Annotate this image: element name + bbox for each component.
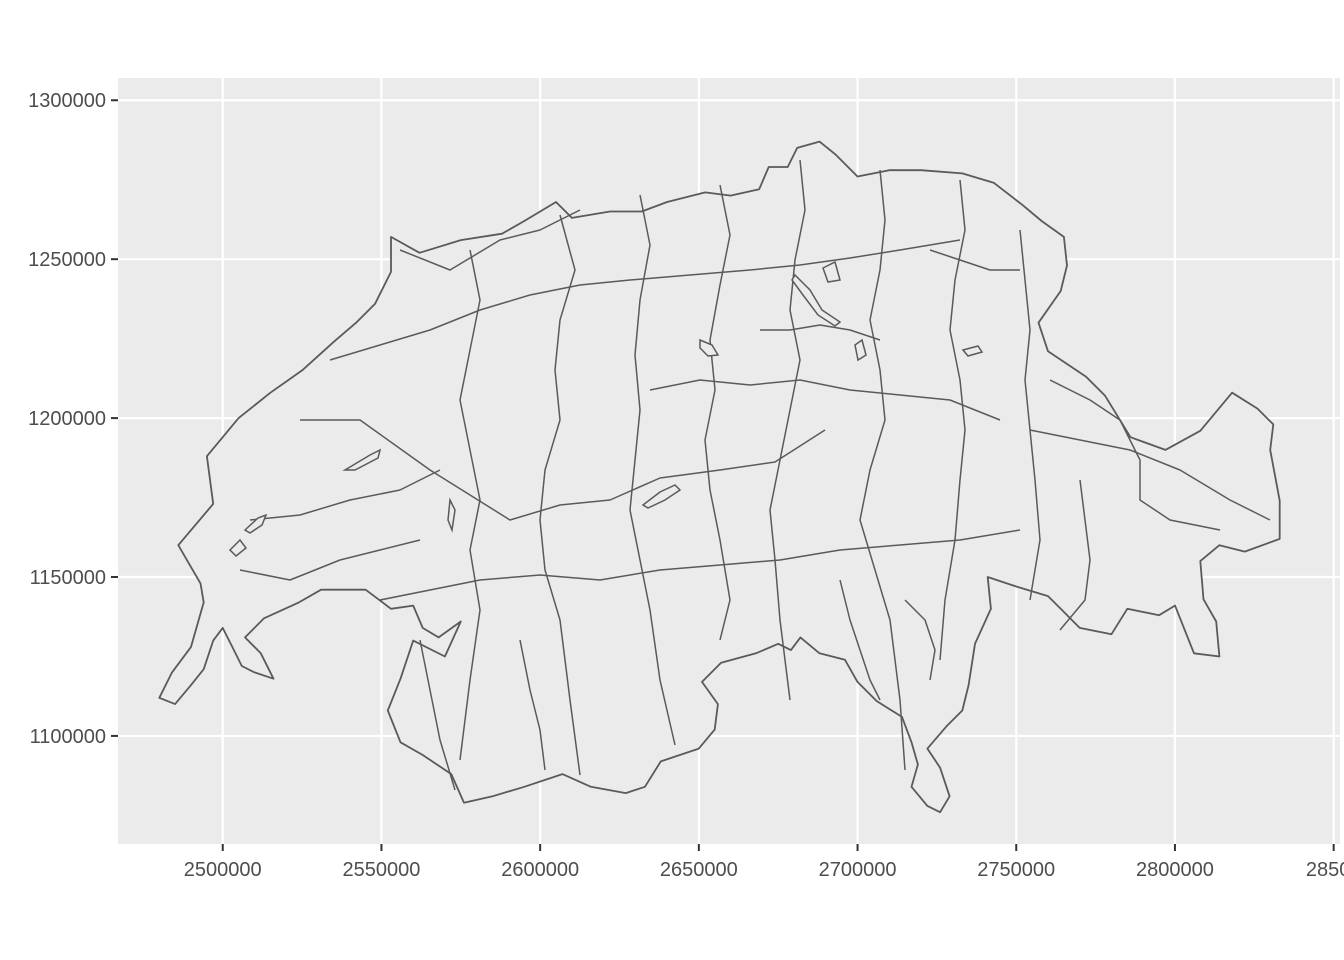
district-boundary <box>1029 429 1271 521</box>
district-boundary <box>419 639 456 791</box>
district-boundary <box>519 639 546 771</box>
district-boundary <box>1019 229 1041 601</box>
y-tick-label: 1200000 <box>28 408 106 430</box>
lake <box>447 497 456 533</box>
lake <box>961 345 984 357</box>
lake <box>822 260 841 283</box>
district-boundary <box>459 249 481 761</box>
lake <box>342 448 382 471</box>
lake <box>243 513 268 534</box>
axis-ticks: 2500000 2550000 2600000 2650000 2700000 27500… <box>28 90 1344 881</box>
district-boundary <box>239 539 421 581</box>
country-outline <box>158 140 1281 814</box>
lake <box>854 338 867 362</box>
map-layer <box>158 140 1281 814</box>
district-boundary <box>629 194 676 746</box>
district-boundary <box>249 469 441 521</box>
lake <box>641 484 682 509</box>
x-tick-label: 2650000 <box>660 859 738 881</box>
district-boundary <box>649 379 1001 421</box>
lake <box>699 338 720 357</box>
lake <box>228 538 248 558</box>
x-tick-label: 2800000 <box>1136 859 1214 881</box>
x-tick-label: 2750000 <box>977 859 1055 881</box>
district-boundary <box>539 214 581 776</box>
x-tick-label: 28500 <box>1306 859 1344 881</box>
district-boundary <box>1049 379 1221 531</box>
y-tick-label: 1250000 <box>28 249 106 271</box>
lakes <box>228 260 984 558</box>
district-boundary <box>929 249 1020 271</box>
y-tick-label: 1150000 <box>30 567 106 589</box>
district-boundary <box>760 324 881 341</box>
district-boundary <box>379 529 1021 601</box>
x-tick-label: 2500000 <box>184 859 262 881</box>
x-tick-label: 2700000 <box>819 859 897 881</box>
district-boundary <box>329 239 961 361</box>
district-boundary <box>704 184 731 641</box>
district-boundary <box>1059 479 1091 631</box>
district-boundary <box>859 169 906 771</box>
district-boundary <box>399 209 581 271</box>
y-tick-label: 1100000 <box>30 726 106 748</box>
district-boundaries <box>239 159 1271 791</box>
district-boundary <box>839 579 881 701</box>
y-tick-label: 1300000 <box>28 90 106 112</box>
district-boundary <box>769 159 806 701</box>
x-tick-label: 2600000 <box>501 859 579 881</box>
lake <box>791 273 842 327</box>
district-boundary <box>300 419 826 521</box>
x-tick-label: 2550000 <box>343 859 421 881</box>
district-boundary <box>904 599 936 681</box>
